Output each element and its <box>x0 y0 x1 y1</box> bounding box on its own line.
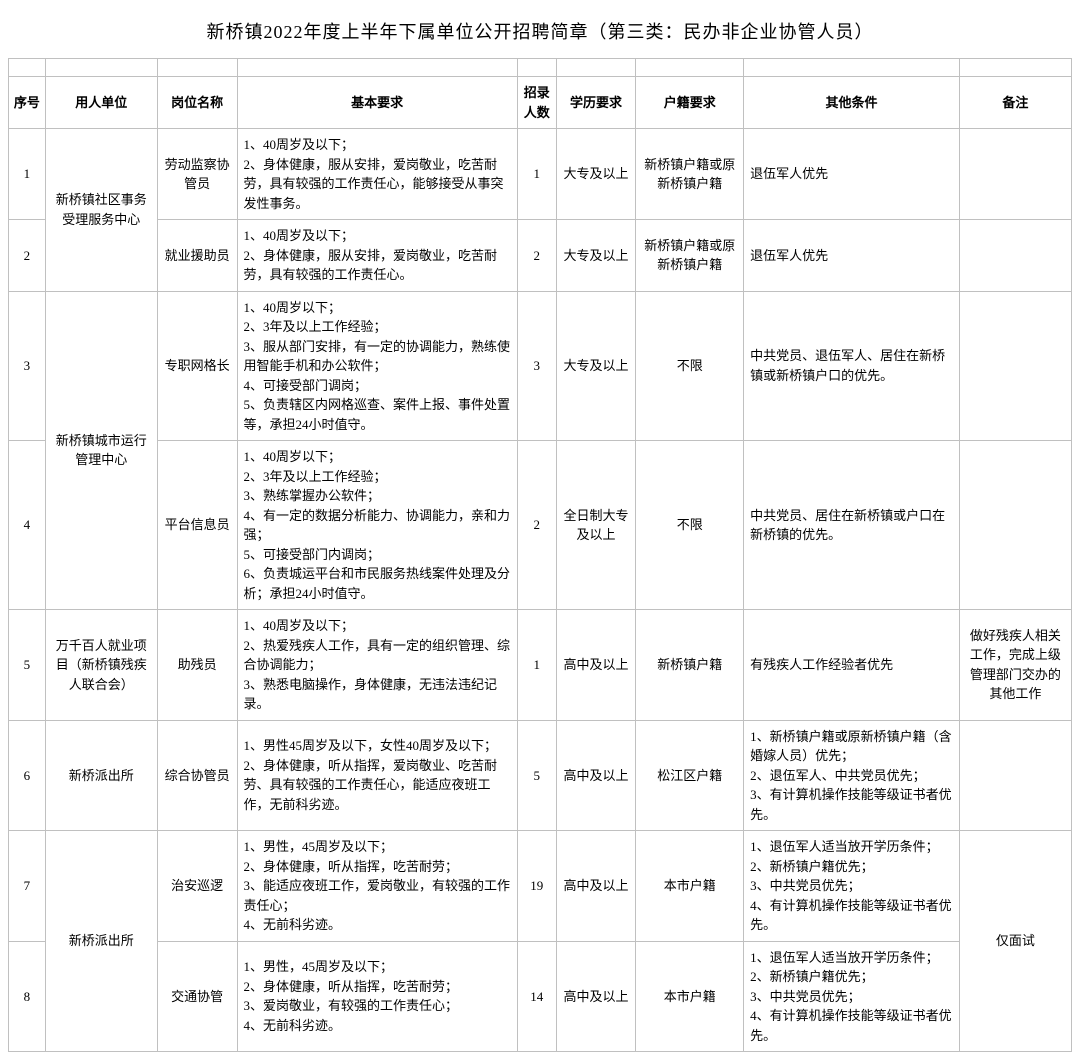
col-header-other: 其他条件 <box>744 77 960 129</box>
cell-other: 中共党员、居住在新桥镇或户口在新桥镇的优先。 <box>744 441 960 610</box>
col-header-pos: 岗位名称 <box>157 77 237 129</box>
cell-idx: 3 <box>9 291 46 441</box>
table-row: 8 交通协管1、男性，45周岁及以下；2、身体健康，听从指挥，吃苦耐劳；3、爱岗敬… <box>9 941 1072 1052</box>
cell-note <box>959 291 1071 441</box>
col-header-unit: 用人单位 <box>45 77 157 129</box>
cell-idx: 2 <box>9 220 46 292</box>
cell-hukou: 松江区户籍 <box>636 720 744 831</box>
col-header-edu: 学历要求 <box>556 77 636 129</box>
cell-pos: 专职网格长 <box>157 291 237 441</box>
cell-req: 1、40周岁以下；2、3年及以上工作经验；3、熟练掌握办公软件；4、有一定的数据… <box>237 441 517 610</box>
cell-note <box>959 720 1071 831</box>
cell-hukou: 不限 <box>636 291 744 441</box>
cell-num: 1 <box>517 129 556 220</box>
cell-pos: 助残员 <box>157 610 237 721</box>
header-row: 序号 用人单位 岗位名称 基本要求 招录人数 学历要求 户籍要求 其他条件 备注 <box>9 77 1072 129</box>
cell-hukou: 新桥镇户籍 <box>636 610 744 721</box>
col-header-hukou: 户籍要求 <box>636 77 744 129</box>
cell-pos: 交通协管 <box>157 941 237 1052</box>
col-header-note: 备注 <box>959 77 1071 129</box>
cell-unit: 新桥镇社区事务受理服务中心 <box>45 129 157 292</box>
table-row: 3新桥镇城市运行管理中心专职网格长1、40周岁以下；2、3年及以上工作经验；3、… <box>9 291 1072 441</box>
cell-edu: 高中及以上 <box>556 720 636 831</box>
table-row: 4 平台信息员1、40周岁以下；2、3年及以上工作经验；3、熟练掌握办公软件；4、… <box>9 441 1072 610</box>
cell-note: 做好残疾人相关工作，完成上级管理部门交办的其他工作 <box>959 610 1071 721</box>
cell-num: 14 <box>517 941 556 1052</box>
col-header-idx: 序号 <box>9 77 46 129</box>
table-row: 1新桥镇社区事务受理服务中心劳动监察协管员1、40周岁及以下；2、身体健康，服从… <box>9 129 1072 220</box>
cell-pos: 劳动监察协管员 <box>157 129 237 220</box>
cell-unit: 新桥镇城市运行管理中心 <box>45 291 157 610</box>
cell-req: 1、男性，45周岁及以下；2、身体健康，听从指挥，吃苦耐劳；3、爱岗敬业，有较强… <box>237 941 517 1052</box>
cell-other: 1、新桥镇户籍或原新桥镇户籍（含婚嫁人员）优先；2、退伍军人、中共党员优先；3、… <box>744 720 960 831</box>
cell-idx: 7 <box>9 831 46 942</box>
cell-other: 有残疾人工作经验者优先 <box>744 610 960 721</box>
table-row: 7新桥派出所治安巡逻1、男性，45周岁及以下；2、身体健康，听从指挥，吃苦耐劳；… <box>9 831 1072 942</box>
col-header-req: 基本要求 <box>237 77 517 129</box>
cell-req: 1、40周岁及以下；2、身体健康，服从安排，爱岗敬业，吃苦耐劳，具有较强的工作责… <box>237 220 517 292</box>
cell-other: 退伍军人优先 <box>744 129 960 220</box>
cell-num: 19 <box>517 831 556 942</box>
cell-req: 1、40周岁及以下；2、身体健康，服从安排，爱岗敬业，吃苦耐劳，具有较强的工作责… <box>237 129 517 220</box>
page-title: 新桥镇2022年度上半年下属单位公开招聘简章（第三类：民办非企业协管人员） <box>8 8 1072 58</box>
cell-req: 1、男性，45周岁及以下；2、身体健康，听从指挥，吃苦耐劳；3、能适应夜班工作，… <box>237 831 517 942</box>
cell-num: 3 <box>517 291 556 441</box>
cell-num: 2 <box>517 441 556 610</box>
cell-edu: 大专及以上 <box>556 129 636 220</box>
cell-idx: 8 <box>9 941 46 1052</box>
recruitment-table: 序号 用人单位 岗位名称 基本要求 招录人数 学历要求 户籍要求 其他条件 备注… <box>8 58 1072 1052</box>
spacer-row <box>9 59 1072 77</box>
cell-other: 1、退伍军人适当放开学历条件；2、新桥镇户籍优先；3、中共党员优先；4、有计算机… <box>744 831 960 942</box>
cell-hukou: 新桥镇户籍或原新桥镇户籍 <box>636 220 744 292</box>
cell-hukou: 本市户籍 <box>636 941 744 1052</box>
cell-num: 1 <box>517 610 556 721</box>
cell-note: 仅面试 <box>959 831 1071 1052</box>
cell-unit: 新桥派出所 <box>45 720 157 831</box>
col-header-num: 招录人数 <box>517 77 556 129</box>
cell-other: 中共党员、退伍军人、居住在新桥镇或新桥镇户口的优先。 <box>744 291 960 441</box>
cell-edu: 高中及以上 <box>556 610 636 721</box>
cell-edu: 高中及以上 <box>556 941 636 1052</box>
cell-pos: 平台信息员 <box>157 441 237 610</box>
cell-note <box>959 129 1071 220</box>
cell-num: 2 <box>517 220 556 292</box>
cell-hukou: 不限 <box>636 441 744 610</box>
cell-num: 5 <box>517 720 556 831</box>
cell-idx: 1 <box>9 129 46 220</box>
cell-unit: 万千百人就业项目（新桥镇残疾人联合会） <box>45 610 157 721</box>
table-body: 1新桥镇社区事务受理服务中心劳动监察协管员1、40周岁及以下；2、身体健康，服从… <box>9 129 1072 1052</box>
cell-req: 1、40周岁以下；2、3年及以上工作经验；3、服从部门安排，有一定的协调能力，熟… <box>237 291 517 441</box>
cell-note <box>959 220 1071 292</box>
table-row: 5万千百人就业项目（新桥镇残疾人联合会）助残员1、40周岁及以下；2、热爱残疾人… <box>9 610 1072 721</box>
cell-other: 退伍军人优先 <box>744 220 960 292</box>
cell-edu: 全日制大专及以上 <box>556 441 636 610</box>
cell-note <box>959 441 1071 610</box>
cell-hukou: 本市户籍 <box>636 831 744 942</box>
cell-req: 1、男性45周岁及以下，女性40周岁及以下；2、身体健康，听从指挥，爱岗敬业、吃… <box>237 720 517 831</box>
cell-other: 1、退伍军人适当放开学历条件；2、新桥镇户籍优先；3、中共党员优先；4、有计算机… <box>744 941 960 1052</box>
table-row: 2 就业援助员1、40周岁及以下；2、身体健康，服从安排，爱岗敬业，吃苦耐劳，具有… <box>9 220 1072 292</box>
cell-pos: 就业援助员 <box>157 220 237 292</box>
cell-pos: 综合协管员 <box>157 720 237 831</box>
cell-pos: 治安巡逻 <box>157 831 237 942</box>
cell-unit: 新桥派出所 <box>45 831 157 1052</box>
cell-idx: 5 <box>9 610 46 721</box>
cell-edu: 大专及以上 <box>556 220 636 292</box>
cell-edu: 大专及以上 <box>556 291 636 441</box>
cell-edu: 高中及以上 <box>556 831 636 942</box>
cell-req: 1、40周岁及以下；2、热爱残疾人工作，具有一定的组织管理、综合协调能力；3、熟… <box>237 610 517 721</box>
table-row: 6新桥派出所综合协管员1、男性45周岁及以下，女性40周岁及以下；2、身体健康，… <box>9 720 1072 831</box>
cell-hukou: 新桥镇户籍或原新桥镇户籍 <box>636 129 744 220</box>
cell-idx: 4 <box>9 441 46 610</box>
cell-idx: 6 <box>9 720 46 831</box>
